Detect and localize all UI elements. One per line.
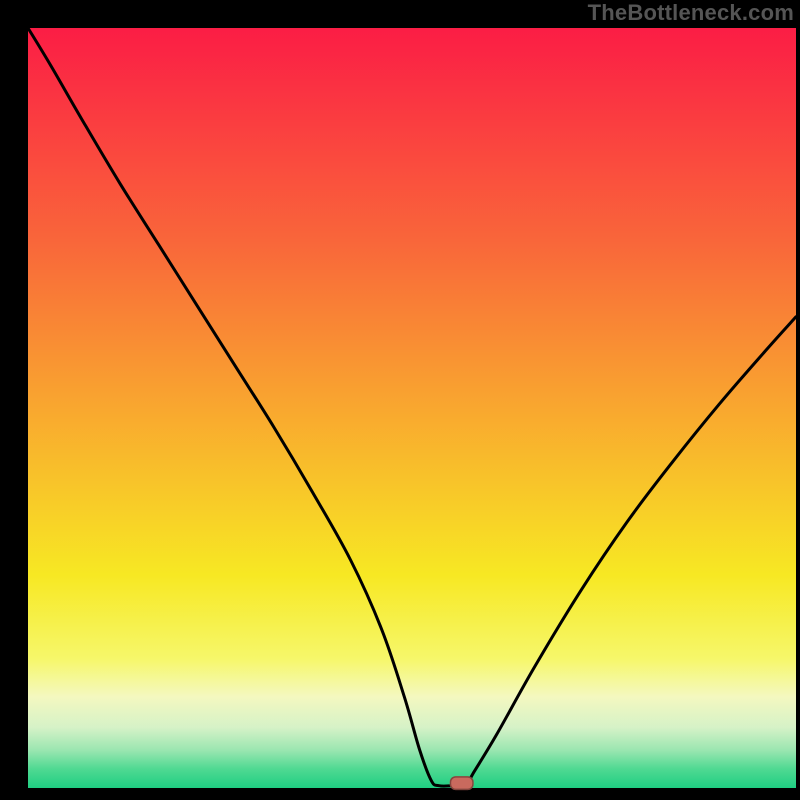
bottleneck-curve: [28, 28, 796, 788]
watermark-text: TheBottleneck.com: [588, 0, 794, 26]
optimal-marker: [450, 777, 475, 791]
plot-area: [28, 28, 796, 788]
chart-wrap: { "watermark": { "text": "TheBottleneck.…: [0, 0, 800, 800]
